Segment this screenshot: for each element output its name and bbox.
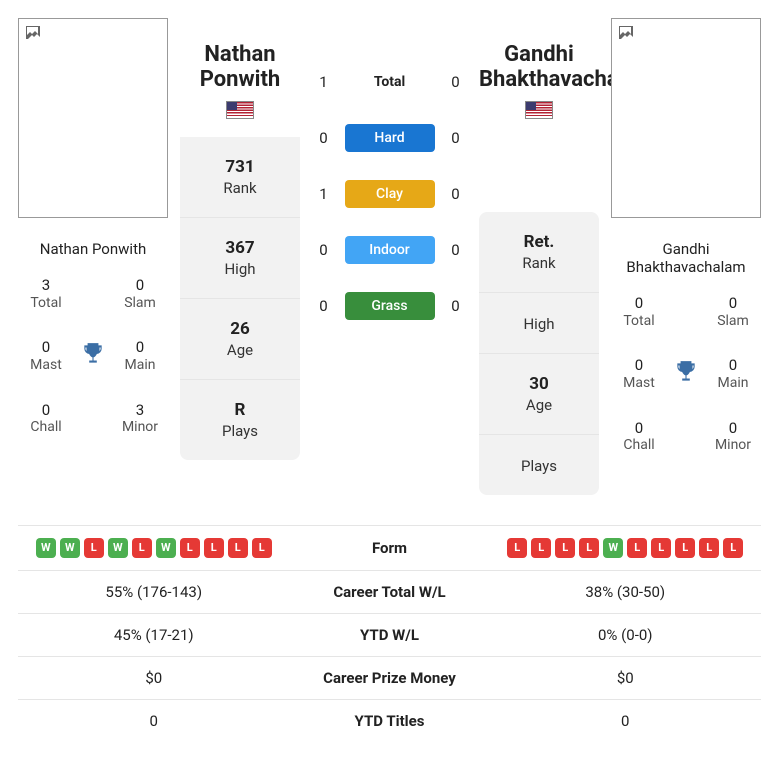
form-chip: L (252, 538, 272, 558)
p1-plays-card: RPlays (180, 380, 300, 460)
ytd-titles-label: YTD Titles (290, 712, 490, 730)
p1-high-card: 367High (180, 218, 300, 299)
p2-form: LLLLWLLLLL (490, 538, 762, 558)
career-wl-label: Career Total W/L (290, 583, 490, 601)
form-chip: W (156, 538, 176, 558)
player1-photo (18, 18, 168, 218)
form-chip: W (603, 538, 623, 558)
p2-ytd-wl: 0% (0-0) (490, 626, 762, 644)
p2-plays-card: Plays (479, 435, 599, 495)
form-chip: L (555, 538, 575, 558)
player1-column: Nathan Ponwith 3Total 0Slam 0Mast 0Main … (18, 18, 168, 495)
player2-photo (611, 18, 761, 218)
prize-label: Career Prize Money (290, 669, 490, 687)
player2-column: Gandhi Bhakthavachalam 0Total 0Slam 0Mas… (611, 18, 761, 495)
p2-minor: 0Minor (705, 419, 761, 455)
player2-first: Gandhi (479, 42, 599, 67)
row-prize: $0 Career Prize Money $0 (18, 657, 761, 700)
form-chip: L (699, 538, 719, 558)
player1-name-under: Nathan Ponwith (18, 240, 168, 258)
top-row: Nathan Ponwith 3Total 0Slam 0Mast 0Main … (18, 18, 761, 495)
player1-name-header: Nathan Ponwith (180, 42, 300, 123)
p1-total: 3Total (18, 276, 74, 312)
h2h-indoor: 0 Indoor 0 (317, 236, 463, 264)
p2-main: 0Main (705, 356, 761, 392)
form-chip: L (627, 538, 647, 558)
row-career-wl: 55% (176-143) Career Total W/L 38% (30-5… (18, 571, 761, 614)
p1-form: WWLWLWLLLL (18, 538, 290, 558)
p1-minor: 3Minor (112, 401, 168, 437)
form-chip: L (180, 538, 200, 558)
form-chip: L (84, 538, 104, 558)
p2-prize: $0 (490, 669, 762, 687)
p2-high-card: High (479, 293, 599, 354)
row-ytd-titles: 0 YTD Titles 0 (18, 700, 761, 742)
form-chip: L (651, 538, 671, 558)
comparison-table: WWLWLWLLLL Form LLLLWLLLLL 55% (176-143)… (18, 525, 761, 742)
h2h-container: Nathan Ponwith 3Total 0Slam 0Mast 0Main … (0, 0, 779, 760)
player1-info-column: Nathan Ponwith 731Rank 367High 26Age RPl… (180, 18, 300, 495)
h2h-center: 1 Total 0 0 Hard 0 1 Clay 0 0 Indoor 0 0 (312, 68, 467, 495)
usa-flag-icon (525, 101, 553, 119)
form-chip: L (579, 538, 599, 558)
p1-chall: 0Chall (18, 401, 74, 437)
form-chip: L (204, 538, 224, 558)
form-chip: W (36, 538, 56, 558)
ytd-wl-label: YTD W/L (290, 626, 490, 644)
broken-image-icon (25, 25, 41, 41)
p2-chall: 0Chall (611, 419, 667, 455)
form-chip: L (132, 538, 152, 558)
form-chip: L (723, 538, 743, 558)
p2-rank-card: Ret.Rank (479, 212, 599, 293)
player2-title-stats: 0Total 0Slam 0Mast 0Main 0Chall 0Minor (611, 294, 761, 455)
p2-age-card: 30Age (479, 354, 599, 435)
p2-card-stack: Ret.Rank High 30Age Plays (479, 212, 599, 495)
form-chip: L (675, 538, 695, 558)
trophy-icon (667, 359, 705, 389)
form-chip: L (507, 538, 527, 558)
p2-ytd-titles: 0 (490, 712, 762, 730)
player1-title-stats: 3Total 0Slam 0Mast 0Main 0Chall 3Minor (18, 276, 168, 437)
player2-name-under: Gandhi Bhakthavachalam (611, 240, 761, 276)
p1-mast: 0Mast (18, 338, 74, 374)
p1-rank-card: 731Rank (180, 137, 300, 218)
player2-info-column: Gandhi Bhakthavachalam Ret.Rank High 30A… (479, 18, 599, 495)
form-label: Form (290, 539, 490, 557)
trophy-icon (74, 341, 112, 371)
row-form: WWLWLWLLLL Form LLLLWLLLLL (18, 525, 761, 571)
h2h-total: 1 Total 0 (317, 68, 463, 96)
player1-last: Ponwith (180, 67, 300, 92)
p2-slam: 0Slam (705, 294, 761, 330)
form-chip: L (531, 538, 551, 558)
usa-flag-icon (226, 101, 254, 119)
form-chip: W (108, 538, 128, 558)
p1-prize: $0 (18, 669, 290, 687)
h2h-grass: 0 Grass 0 (317, 292, 463, 320)
broken-image-icon (618, 25, 634, 41)
p1-ytd-titles: 0 (18, 712, 290, 730)
p2-total: 0Total (611, 294, 667, 330)
p2-career-wl: 38% (30-50) (490, 583, 762, 601)
p1-main: 0Main (112, 338, 168, 374)
h2h-hard: 0 Hard 0 (317, 124, 463, 152)
p1-career-wl: 55% (176-143) (18, 583, 290, 601)
h2h-clay: 1 Clay 0 (317, 180, 463, 208)
form-chip: W (60, 538, 80, 558)
p2-mast: 0Mast (611, 356, 667, 392)
p1-ytd-wl: 45% (17-21) (18, 626, 290, 644)
p1-age-card: 26Age (180, 299, 300, 380)
form-chip: L (228, 538, 248, 558)
player1-first: Nathan (180, 42, 300, 67)
player2-last: Bhakthavachalam (479, 67, 599, 92)
row-ytd-wl: 45% (17-21) YTD W/L 0% (0-0) (18, 614, 761, 657)
p1-slam: 0Slam (112, 276, 168, 312)
player2-name-header: Gandhi Bhakthavachalam (479, 42, 599, 123)
